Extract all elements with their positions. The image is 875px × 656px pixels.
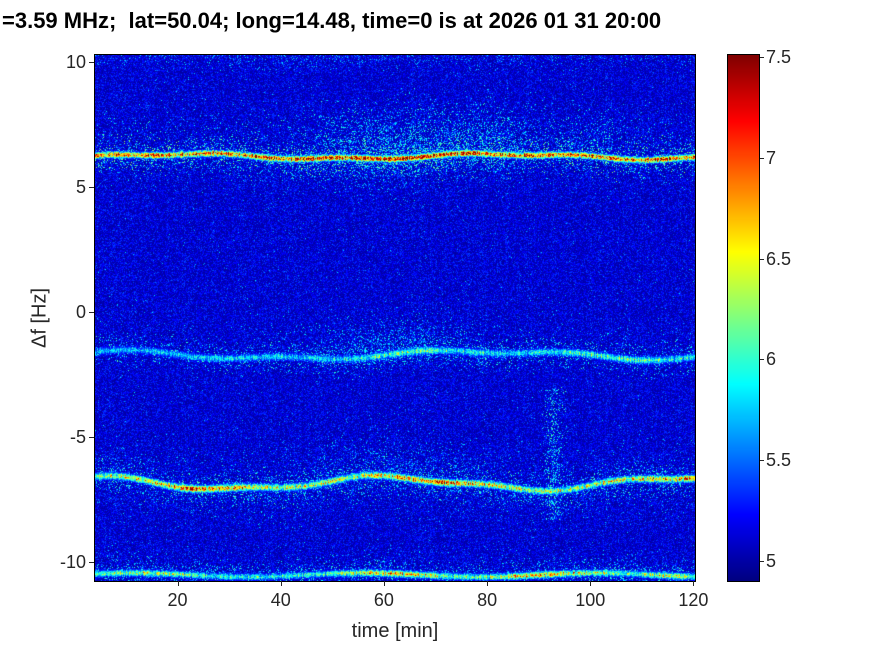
y-tick-mark bbox=[89, 187, 94, 188]
x-tick-mark bbox=[384, 581, 385, 586]
y-tick-label: -10 bbox=[59, 552, 86, 572]
y-tick-label: -5 bbox=[69, 427, 86, 447]
y-tick-mark bbox=[89, 312, 94, 313]
colorbar-tick-label: 6.5 bbox=[766, 248, 792, 269]
x-tick-mark bbox=[693, 581, 694, 586]
x-tick-label: 40 bbox=[270, 590, 291, 610]
x-tick-label: 80 bbox=[477, 590, 498, 610]
colorbar-tick-label: 5.5 bbox=[766, 450, 792, 471]
x-tick-label: 60 bbox=[373, 590, 394, 610]
x-tick-label: 120 bbox=[678, 590, 709, 610]
y-tick-mark bbox=[89, 62, 94, 63]
x-tick-mark bbox=[487, 581, 488, 586]
x-axis-label: time [min] bbox=[351, 620, 439, 642]
x-tick-mark bbox=[281, 581, 282, 586]
colorbar bbox=[727, 54, 760, 582]
colorbar-tick-mark bbox=[760, 57, 764, 58]
x-tick-mark bbox=[178, 581, 179, 586]
y-tick-mark bbox=[89, 437, 94, 438]
y-tick-label: 5 bbox=[75, 177, 86, 197]
colorbar-tick-mark bbox=[760, 259, 764, 260]
colorbar-tick-label: 6 bbox=[766, 349, 777, 370]
x-tick-label: 20 bbox=[167, 590, 188, 610]
chart-title: =3.59 MHz; lat=50.04; long=14.48, time=0… bbox=[2, 8, 662, 33]
y-tick-label: 0 bbox=[75, 302, 86, 322]
heatmap-canvas bbox=[95, 55, 695, 581]
x-tick-mark bbox=[590, 581, 591, 586]
y-tick-label: 10 bbox=[65, 52, 86, 72]
colorbar-tick-mark bbox=[760, 460, 764, 461]
colorbar-tick-label: 7 bbox=[766, 147, 777, 168]
colorbar-tick-label: 5 bbox=[766, 550, 777, 571]
plot-area bbox=[94, 54, 696, 582]
colorbar-tick-label: 7.5 bbox=[766, 47, 792, 67]
colorbar-tick-mark bbox=[760, 158, 764, 159]
colorbar-tick-mark bbox=[760, 561, 764, 562]
colorbar-tick-mark bbox=[760, 359, 764, 360]
y-tick-mark bbox=[89, 562, 94, 563]
colorbar-canvas bbox=[728, 55, 759, 581]
x-tick-label: 100 bbox=[575, 590, 606, 610]
